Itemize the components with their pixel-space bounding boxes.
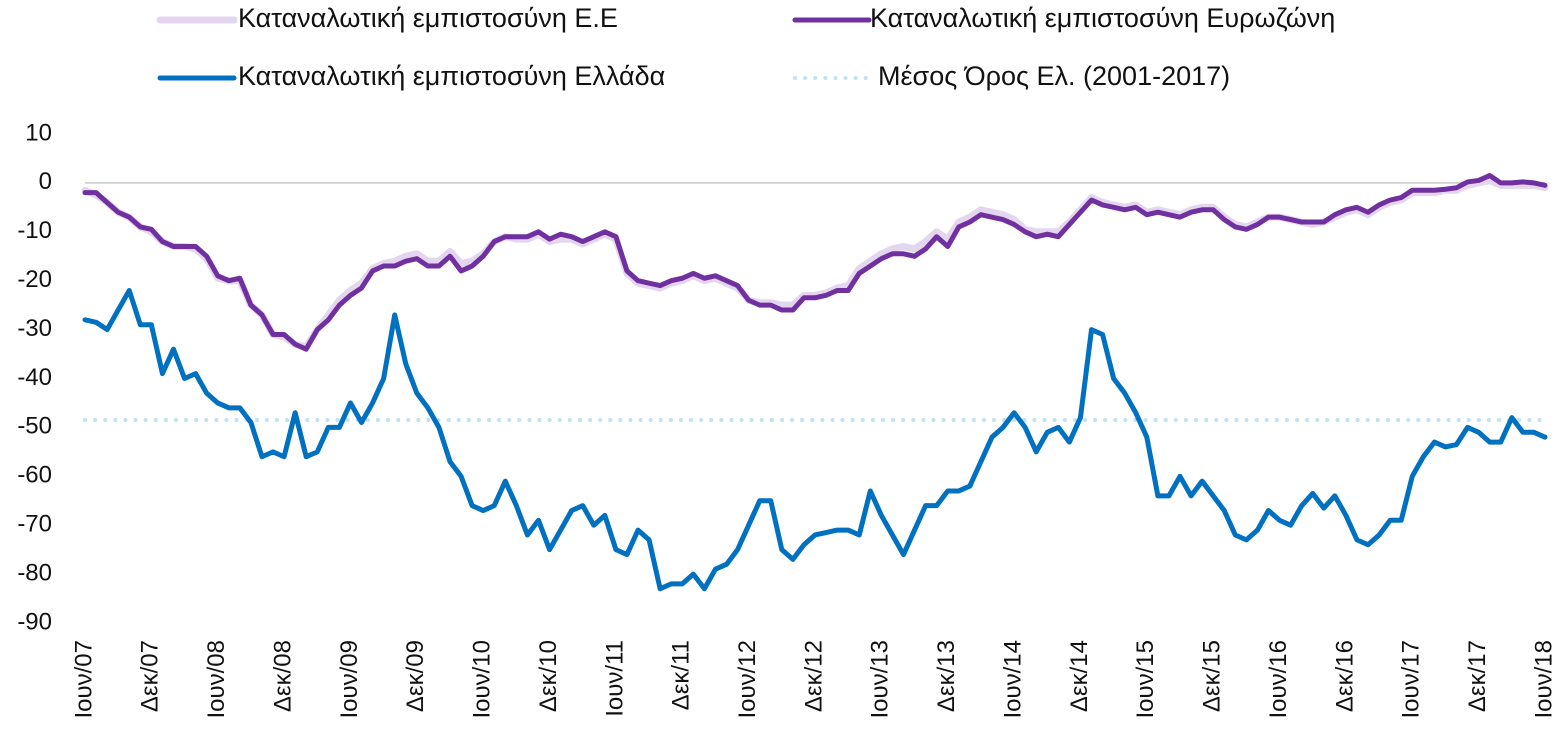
x-tick-label: Ιουν/07 bbox=[70, 640, 97, 719]
x-tick-label: Δεκ/17 bbox=[1464, 640, 1491, 712]
x-tick-label: Δεκ/13 bbox=[933, 640, 960, 712]
y-tick-label: -20 bbox=[17, 266, 52, 293]
x-tick-label: Ιουν/12 bbox=[734, 640, 761, 719]
y-tick-label: -80 bbox=[17, 559, 52, 586]
legend-label: Μέσος Όρος Ελ. (2001-2017) bbox=[878, 61, 1230, 91]
x-tick-label: Δεκ/12 bbox=[800, 640, 827, 712]
legend-label: Καταναλωτική εμπιστοσύνη Ευρωζώνη bbox=[870, 3, 1335, 33]
x-tick-label: Ιουν/17 bbox=[1398, 640, 1425, 719]
y-tick-label: -60 bbox=[17, 462, 52, 489]
x-tick-label: Ιουν/08 bbox=[203, 640, 230, 719]
legend-label: Καταναλωτική εμπιστοσύνη Ε.Ε bbox=[238, 3, 618, 33]
y-tick-label: -70 bbox=[17, 511, 52, 538]
x-tick-label: Δεκ/08 bbox=[269, 640, 296, 712]
x-tick-label: Δεκ/15 bbox=[1199, 640, 1226, 712]
y-tick-label: -50 bbox=[17, 413, 52, 440]
x-tick-label: Δεκ/10 bbox=[535, 640, 562, 712]
y-tick-label: 10 bbox=[25, 119, 52, 146]
x-tick-label: Δεκ/09 bbox=[402, 640, 429, 712]
x-tick-label: Ιουν/13 bbox=[867, 640, 894, 719]
x-tick-label: Ιουν/18 bbox=[1530, 640, 1557, 719]
y-tick-label: -90 bbox=[17, 608, 52, 635]
legend-label: Καταναλωτική εμπιστοσύνη Ελλάδα bbox=[238, 61, 665, 91]
x-tick-label: Ιουν/14 bbox=[999, 640, 1026, 719]
x-tick-label: Δεκ/11 bbox=[668, 640, 695, 710]
x-tick-label: Ιουν/09 bbox=[336, 640, 363, 719]
x-tick-label: Ιουν/11 bbox=[601, 640, 628, 717]
y-tick-label: -10 bbox=[17, 217, 52, 244]
y-tick-label: -30 bbox=[17, 315, 52, 342]
series-line bbox=[82, 173, 1548, 352]
y-tick-label: -40 bbox=[17, 364, 52, 391]
series-line bbox=[82, 287, 1548, 592]
x-tick-label: Δεκ/14 bbox=[1066, 640, 1093, 712]
series-line bbox=[81, 176, 1549, 351]
y-tick-label: 0 bbox=[39, 168, 52, 195]
x-tick-label: Δεκ/07 bbox=[137, 640, 164, 712]
x-tick-label: Ιουν/15 bbox=[1132, 640, 1159, 719]
x-tick-label: Ιουν/10 bbox=[469, 640, 496, 719]
x-tick-label: Ιουν/16 bbox=[1265, 640, 1292, 719]
x-tick-label: Δεκ/16 bbox=[1331, 640, 1358, 712]
